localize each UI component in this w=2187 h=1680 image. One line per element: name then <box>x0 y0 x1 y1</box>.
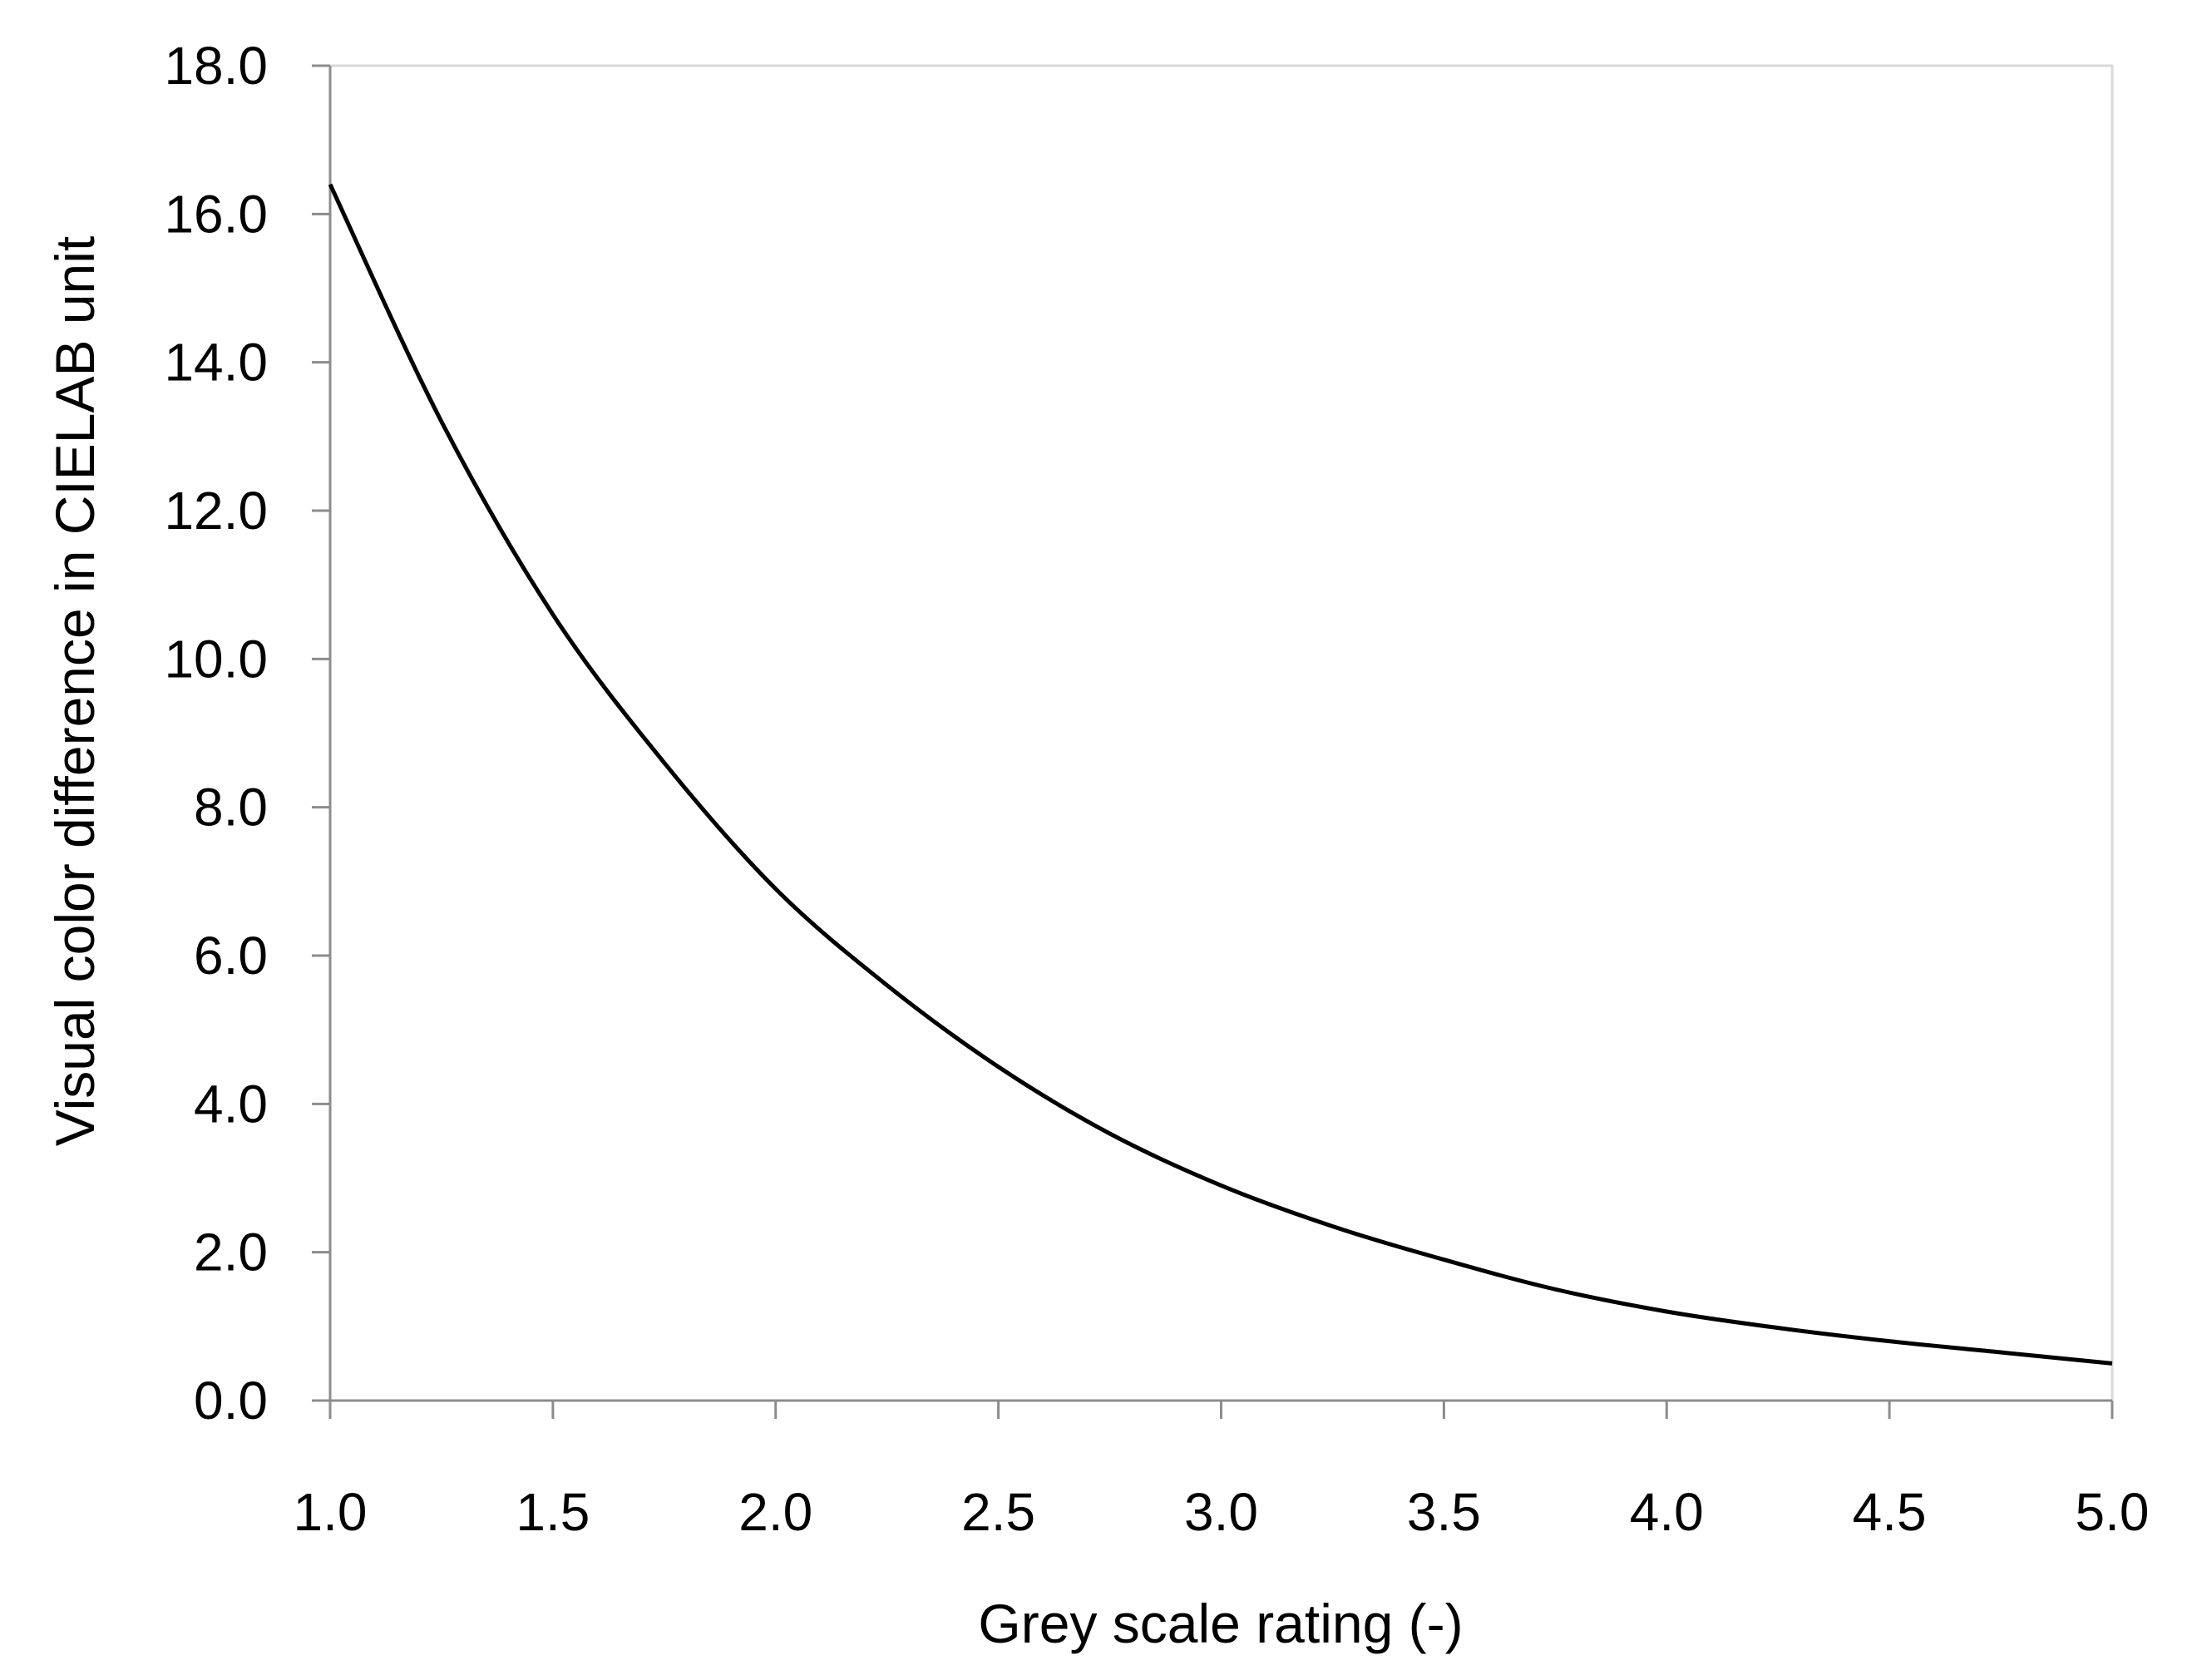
y-tick-label: 12.0 <box>164 481 268 541</box>
x-tick-label: 2.0 <box>738 1482 812 1542</box>
x-tick-label: 1.5 <box>516 1482 590 1542</box>
x-axis-title: Grey scale rating (-) <box>978 1593 1463 1654</box>
y-tick-label: 2.0 <box>194 1223 268 1282</box>
data-point <box>1999 1351 2003 1355</box>
y-tick-label: 8.0 <box>194 778 268 838</box>
y-tick-label: 0.0 <box>194 1371 268 1430</box>
data-point <box>328 182 333 186</box>
y-tick-label: 16.0 <box>164 184 268 244</box>
data-point <box>439 420 443 424</box>
plot-frame <box>328 64 2114 1402</box>
series-line <box>328 183 2113 1366</box>
x-tick-label: 3.5 <box>1407 1482 1481 1542</box>
y-tick-label: 10.0 <box>164 629 268 689</box>
data-point <box>885 983 889 987</box>
x-tick-label: 5.0 <box>2076 1482 2150 1542</box>
data-point <box>1442 1258 1446 1262</box>
data-point <box>1665 1310 1669 1314</box>
data-point <box>550 612 555 616</box>
y-tick-label: 14.0 <box>164 333 268 393</box>
y-tick-label: 6.0 <box>194 926 268 986</box>
data-point <box>1330 1224 1335 1228</box>
series-points <box>328 182 2115 1366</box>
data-point <box>662 761 666 765</box>
data-point <box>1219 1183 1223 1188</box>
x-tick-label: 3.0 <box>1184 1482 1258 1542</box>
data-point <box>996 1065 1000 1069</box>
x-tick-label: 1.0 <box>294 1482 368 1542</box>
y-axis-title: Visual color difference in CIELAB unit <box>44 236 106 1147</box>
x-tick-label: 2.5 <box>961 1482 1035 1542</box>
x-axis-ticks: 1.0 1.5 2.0 2.5 3.0 3.5 4.0 4.5 5.0 <box>294 1401 2150 1542</box>
data-point <box>2110 1361 2115 1366</box>
data-point <box>1888 1339 1892 1343</box>
y-tick-label: 18.0 <box>164 36 268 96</box>
data-point <box>1776 1326 1780 1330</box>
data-point <box>1553 1287 1558 1292</box>
data-point <box>773 887 778 891</box>
x-tick-label: 4.0 <box>1630 1482 1704 1542</box>
y-axis-ticks: 0.0 2.0 4.0 6.0 8.0 10.0 12.0 14.0 16.0 18.0 <box>164 36 330 1430</box>
y-tick-label: 4.0 <box>194 1074 268 1134</box>
x-tick-label: 4.5 <box>1853 1482 1927 1542</box>
data-point <box>1108 1132 1112 1136</box>
